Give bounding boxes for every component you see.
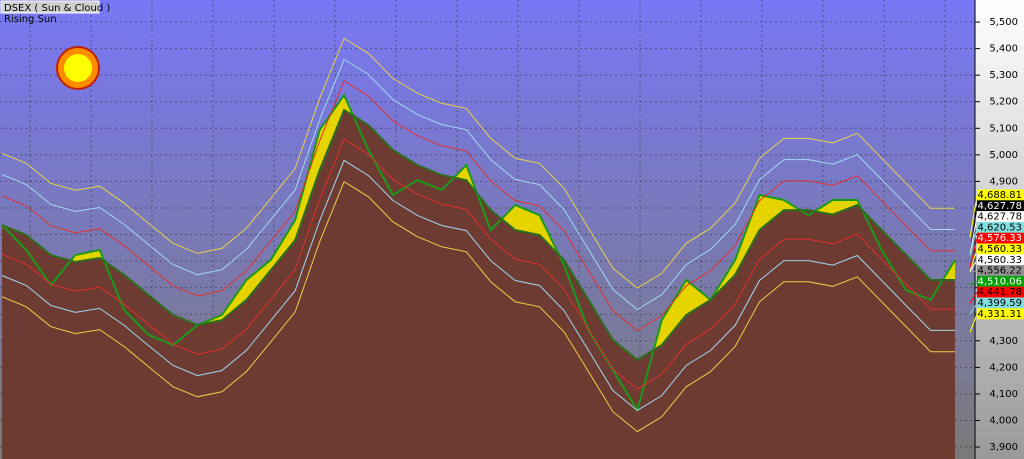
- y-tick-label: 5,200: [989, 97, 1018, 108]
- price-tag-label: 4,688.81: [977, 190, 1022, 201]
- y-tick-label: 4,000: [989, 415, 1018, 426]
- price-tag-label: 4,560.33: [977, 244, 1022, 255]
- y-tick-label: 5,100: [989, 123, 1018, 134]
- price-tag: [977, 200, 1024, 212]
- price-tag-pointer: [969, 216, 978, 254]
- y-axis: 3,9004,0004,1004,2004,3004,4004,5004,600…: [969, 17, 1024, 453]
- price-tag-pointer: [969, 270, 978, 274]
- price-line: [1, 93, 956, 413]
- price-tag: [977, 221, 1024, 233]
- price-tag: [977, 297, 1024, 309]
- price-tag-label: 4,510.06: [977, 276, 1022, 287]
- price-tag-label: 4,627.78: [977, 212, 1022, 223]
- price-tag-label: 4,627.78: [977, 201, 1022, 212]
- price-tag-pointer: [969, 313, 978, 333]
- y-tick-label: 4,100: [989, 389, 1018, 400]
- band-line: [1, 58, 955, 311]
- y-tick-label: 3,900: [989, 442, 1018, 453]
- price-tag: [977, 286, 1024, 298]
- band-line: [1, 37, 955, 289]
- price-tag: [977, 189, 1024, 201]
- band-line: [1, 138, 955, 390]
- band-line: [1, 159, 955, 412]
- chart-subtitle: Rising Sun: [4, 14, 57, 25]
- band-line: [1, 80, 955, 332]
- price-tag-pointer: [969, 248, 978, 272]
- price-tag-pointer: [969, 280, 978, 286]
- price-tag: [977, 275, 1024, 287]
- price-tag-label: 4,560.33: [977, 255, 1022, 266]
- price-tag-label: 4,441.78: [977, 287, 1022, 298]
- y-tick-label: 4,900: [989, 176, 1018, 187]
- price-tag: [977, 232, 1024, 244]
- price-tag: [977, 243, 1024, 255]
- title-box: [0, 0, 100, 14]
- y-tick-label: 5,000: [989, 150, 1018, 161]
- sun-core: [64, 54, 92, 82]
- price-tag-pointer: [969, 291, 978, 304]
- area: [2, 110, 955, 459]
- price-tag-label: 4,399.59: [977, 298, 1022, 309]
- price-tag-pointer: [969, 238, 978, 268]
- y-tick-label: 4,200: [989, 362, 1018, 373]
- price-tag-pointer: [969, 302, 978, 315]
- price-tag-label: 4,331.31: [977, 309, 1022, 320]
- band-line: [1, 108, 955, 362]
- band-line: [1, 180, 955, 433]
- y-tick-label: 5,500: [989, 17, 1018, 28]
- y-tick-label: 5,300: [989, 70, 1018, 81]
- price-tag-pointer: [969, 227, 978, 256]
- y-tick-label: 4,300: [989, 336, 1018, 347]
- price-tag: [977, 254, 1024, 266]
- price-tag: [977, 308, 1024, 320]
- price-tag-label: 4,576.33: [977, 233, 1022, 244]
- price-tag-pointer: [969, 194, 978, 238]
- price-tag-label: 4,556.22: [977, 266, 1022, 277]
- price-tag-label: 4,620.53: [977, 222, 1022, 233]
- price-tag-pointer: [969, 259, 978, 272]
- plot: [0, 0, 975, 459]
- price-tag: [977, 265, 1024, 277]
- price-tag: [977, 211, 1024, 223]
- chart-title: DSEX ( Sun & Cloud ): [4, 3, 110, 14]
- y-tick-label: 5,400: [989, 44, 1018, 55]
